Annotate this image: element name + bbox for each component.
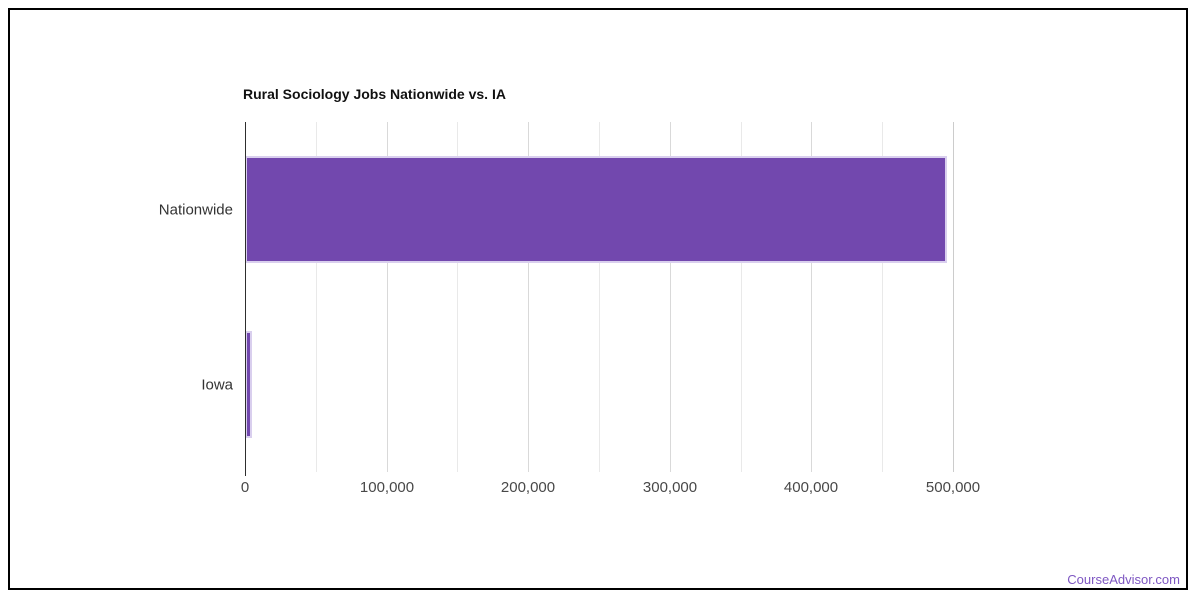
- category-label-nationwide: Nationwide: [158, 201, 233, 219]
- bar-nationwide: [245, 156, 947, 263]
- chart-title: Rural Sociology Jobs Nationwide vs. IA: [243, 86, 506, 102]
- category-label-iowa: Iowa: [201, 376, 233, 394]
- gridline: [387, 122, 388, 472]
- gridline: [316, 122, 317, 472]
- x-axis: 0 100,000 200,000 300,000 400,000 500,000: [241, 479, 980, 499]
- x-axis-tick-label: 300,000: [642, 479, 698, 496]
- category-axis: Nationwide Iowa: [0, 122, 233, 472]
- x-axis-tick-label: 200,000: [500, 479, 556, 496]
- gridline: [670, 122, 671, 472]
- chart-frame: [8, 8, 1188, 590]
- courseadvisor-watermark-link[interactable]: CourseAdvisor.com: [1067, 572, 1180, 587]
- y-axis-line: [245, 122, 246, 476]
- gridline: [528, 122, 529, 472]
- gridline: [599, 122, 600, 472]
- gridline: [741, 122, 742, 472]
- bar-iowa: [245, 331, 252, 438]
- gridline: [811, 122, 812, 472]
- gridline: [457, 122, 458, 472]
- x-axis-tick-label: 100,000: [359, 479, 415, 496]
- x-axis-tick-label: 500,000: [925, 479, 981, 496]
- gridline: [882, 122, 883, 472]
- gridline: [953, 122, 954, 472]
- plot-area: [245, 122, 954, 472]
- x-axis-tick-label: 0: [240, 479, 250, 496]
- x-axis-tick-label: 400,000: [783, 479, 839, 496]
